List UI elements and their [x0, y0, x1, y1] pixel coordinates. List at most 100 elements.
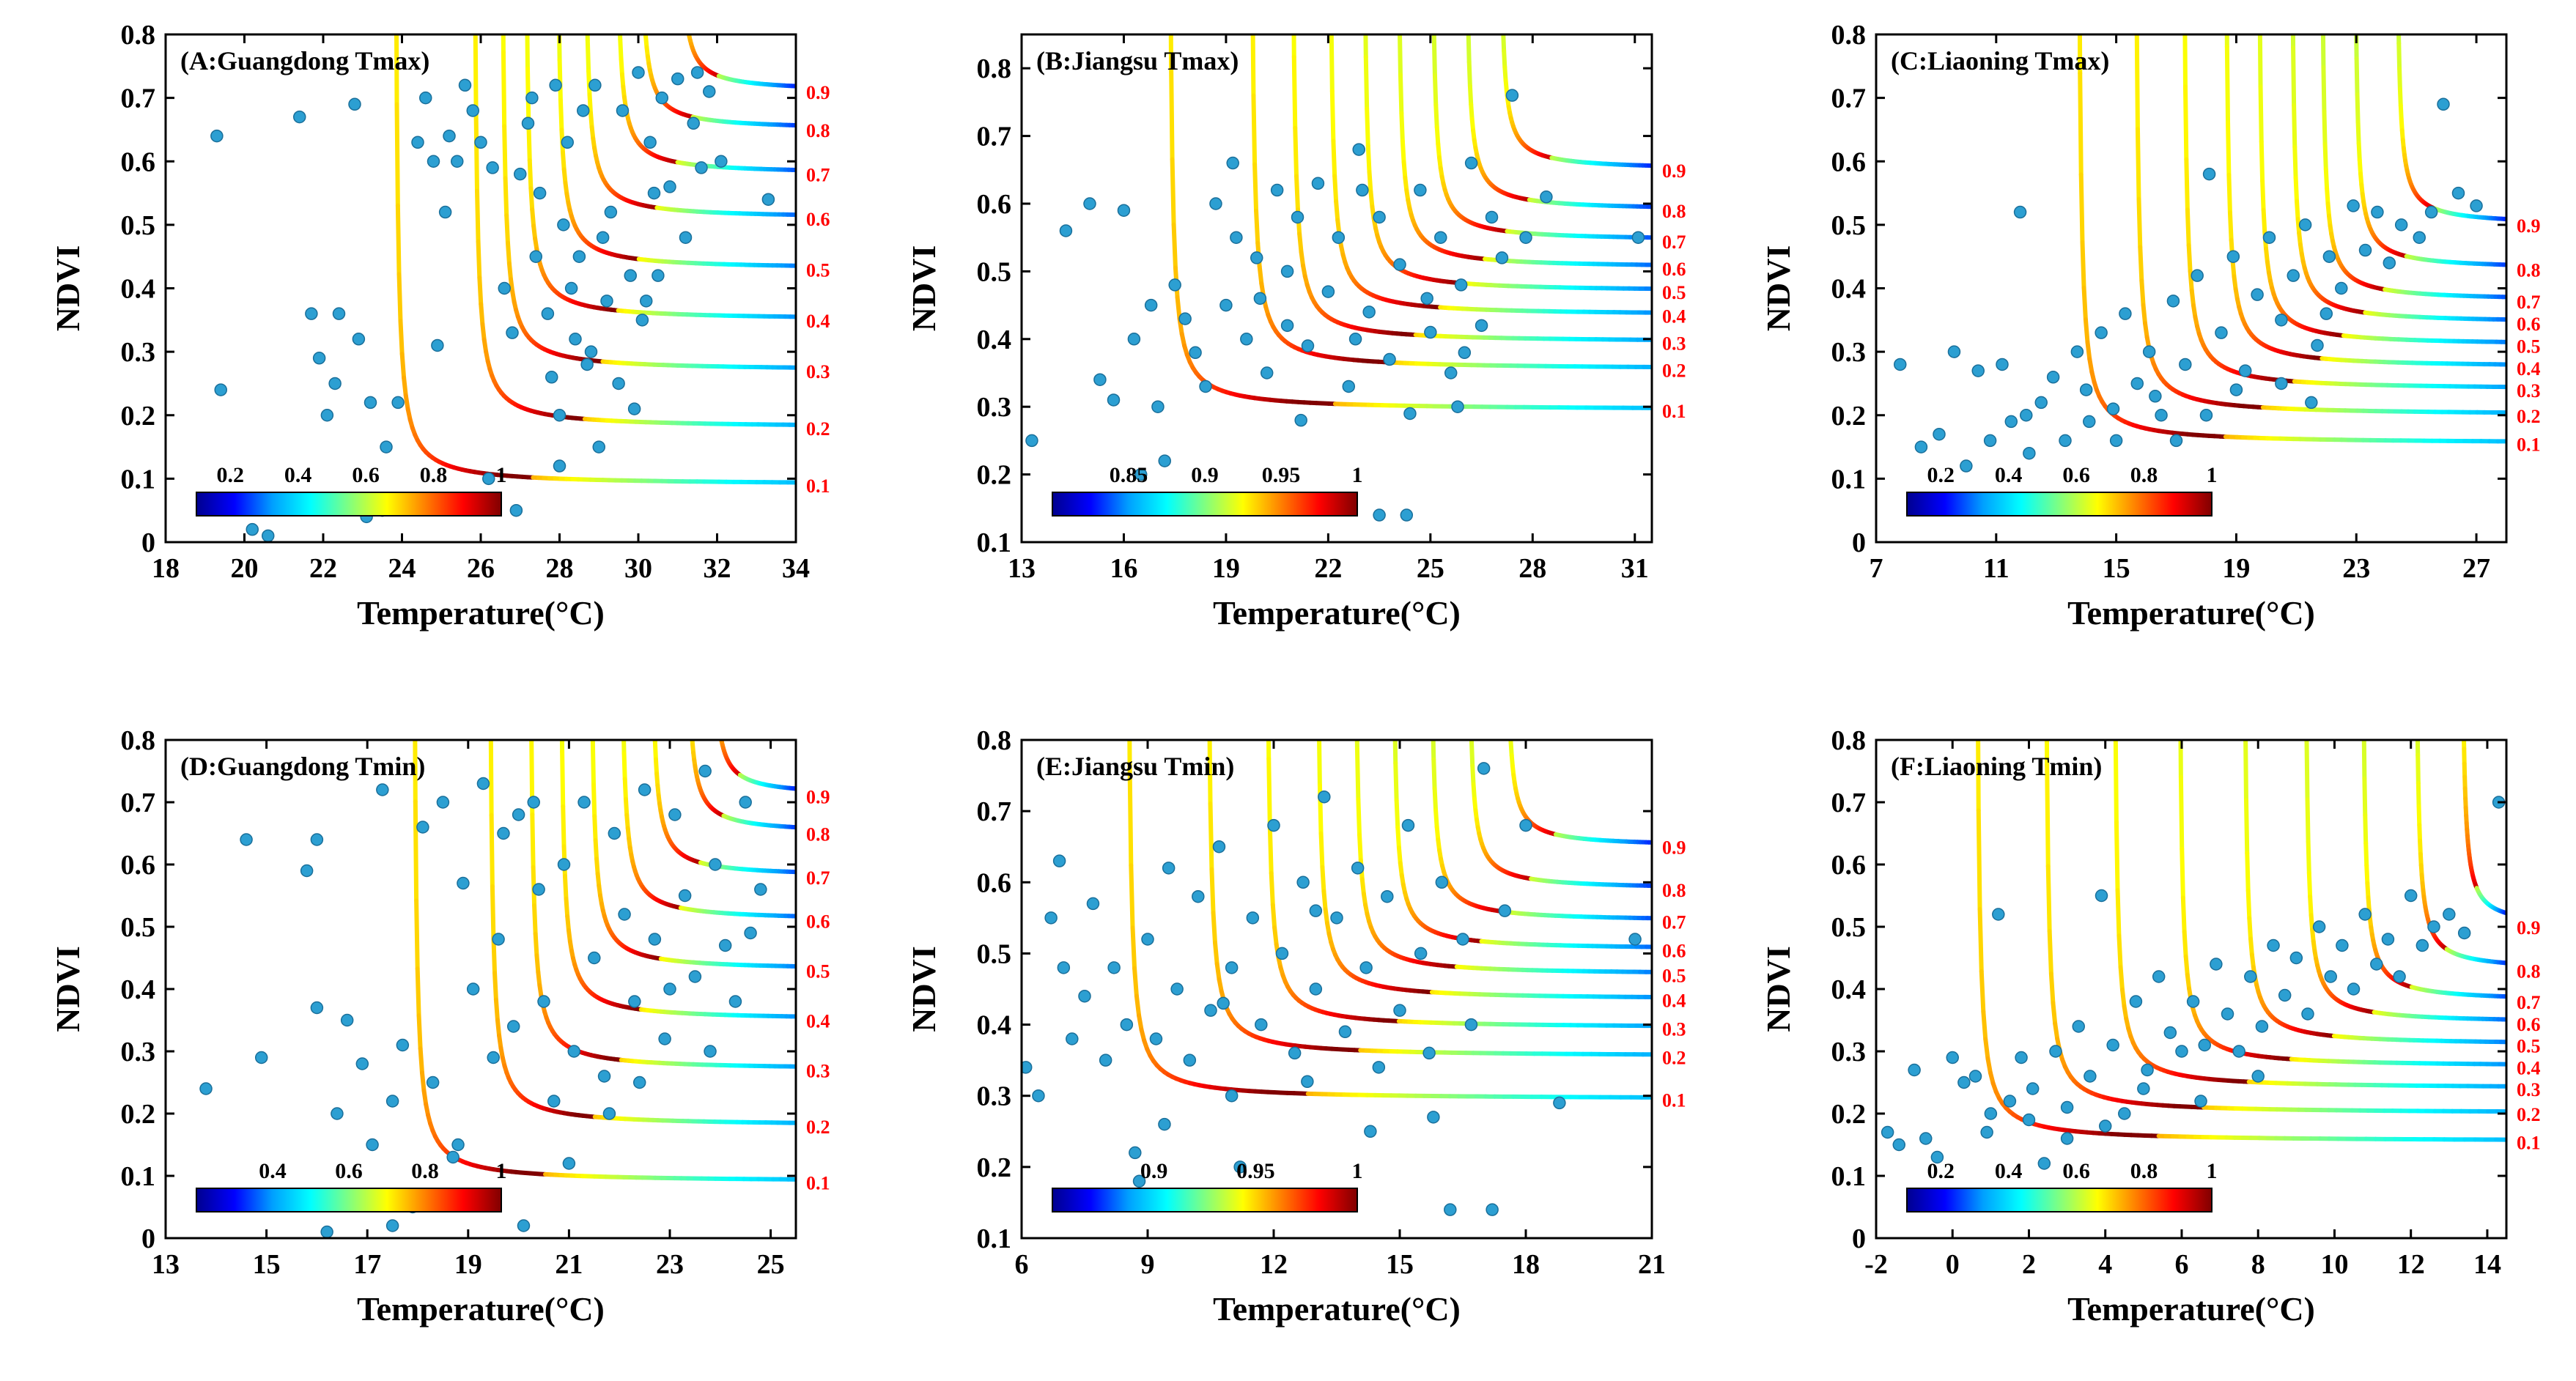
data-point — [1255, 1018, 1268, 1032]
isoline-label-0.9: 0.9 — [1662, 160, 1686, 182]
data-point — [584, 345, 598, 358]
y-tick-label: 0.6 — [977, 189, 1012, 220]
colorbar-tick-label: 0.6 — [352, 463, 380, 487]
y-tick-label: 0.4 — [977, 325, 1012, 355]
data-point — [2142, 345, 2156, 358]
data-point — [2251, 288, 2264, 301]
data-point — [1296, 875, 1310, 889]
isoline-segment — [2180, 846, 2185, 900]
isoline-segment — [2321, 64, 2327, 114]
y-tick-label: 0.5 — [977, 938, 1012, 969]
isoline-segment — [712, 497, 713, 543]
data-point — [2083, 415, 2096, 429]
isoline-segment — [1332, 174, 1339, 204]
data-point — [744, 926, 757, 940]
isoline-segment — [1252, 162, 1259, 213]
isoline-segment — [2189, 288, 2196, 308]
data-point — [1971, 364, 1985, 377]
y-tick-label: 0.7 — [121, 788, 156, 818]
isoline-0.5 — [2243, 740, 2506, 1045]
x-tick-label: 13 — [152, 1249, 180, 1280]
chart-panel-1: 0.9 0.8 0.7 0.6 0.5 0.4 0.3 0.2 0.1 18 20 22 24 26 28 3… — [49, 20, 830, 632]
isoline-segment — [1976, 808, 1982, 912]
colorbar-gradient — [1906, 492, 2213, 517]
data-point — [1099, 1054, 1112, 1067]
isoline-0.4 — [2178, 740, 2506, 1067]
data-point — [2451, 186, 2465, 200]
isoline-segment — [2258, 84, 2264, 144]
isoline-segment — [1321, 889, 1328, 912]
data-point — [569, 333, 582, 346]
data-point — [1311, 177, 1325, 190]
isoline-label-0.9: 0.9 — [1662, 837, 1686, 859]
data-point — [2079, 383, 2093, 396]
isoline-segment — [622, 615, 623, 675]
isoline-segment — [691, 723, 692, 735]
y-tick-label: 0.5 — [121, 912, 156, 943]
isoline-segment — [2044, 740, 2050, 768]
isoline-segment — [2051, 1000, 2058, 1026]
isoline-segment — [560, 149, 567, 172]
data-point — [532, 883, 545, 896]
isoline-segment — [1393, 760, 1399, 803]
isoline-0.5 — [557, 34, 796, 268]
isoline-segment — [2295, 216, 2302, 236]
isoline-segment — [689, 647, 690, 673]
isoline-segment — [421, 1088, 429, 1107]
isoline-segment — [506, 261, 514, 282]
data-point — [1209, 197, 1222, 210]
isoline-segment — [1127, 764, 1134, 868]
data-point — [2437, 97, 2450, 111]
isoline-0.6 — [585, 34, 796, 218]
data-point — [2238, 364, 2252, 377]
data-point — [1141, 933, 1154, 946]
data-point — [1383, 352, 1396, 366]
y-tick-label: 0.8 — [977, 53, 1012, 84]
isoline-segment — [1317, 740, 1322, 788]
isoline-segment — [621, 751, 627, 782]
isoline-segment — [2115, 569, 2116, 718]
data-point — [426, 1075, 440, 1089]
isoline-segment — [2114, 820, 2120, 893]
axes-frame — [1020, 738, 1653, 1240]
isoline-segment — [2119, 987, 2127, 1009]
isoline-segment — [622, 777, 628, 801]
chart-panel-2: 0.90.80.70.60.50.40.30.20.113 16 19 22 25 28 3… — [905, 33, 1686, 632]
data-point — [754, 883, 767, 896]
isoline-segment — [2295, 199, 2300, 221]
isoline-segment — [2418, 838, 2423, 856]
x-axis-label: Temperature(°C) — [2067, 594, 2315, 632]
scatter-points — [1881, 796, 2506, 1170]
data-point — [1356, 183, 1369, 197]
colorbar: 0.2 0.4 0.6 0.8 1 — [196, 463, 507, 517]
isoline-label-0.1: 0.1 — [806, 1173, 830, 1194]
data-point — [340, 1013, 354, 1027]
isoline-segment — [2224, 34, 2229, 49]
isoline-segment — [1977, 907, 1984, 974]
y-tick-label: 0.4 — [121, 974, 156, 1005]
isoline-label-0.4: 0.4 — [806, 311, 830, 332]
isoline-segment — [2291, 45, 2297, 108]
isoline-label-0.1: 0.1 — [1662, 1090, 1686, 1111]
isoline-segment — [1363, 34, 1368, 59]
data-point — [1086, 897, 1100, 911]
isoline-segment — [1320, 864, 1326, 894]
x-tick-label: 12 — [1260, 1249, 1288, 1280]
isoline-segment — [2357, 158, 2363, 177]
isoline-label-0.4: 0.4 — [806, 1011, 830, 1032]
isoline-segment — [2364, 863, 2370, 886]
data-point — [1444, 1203, 1457, 1216]
isoline-label-0.4: 0.4 — [2517, 1057, 2541, 1078]
isoline-label-0.4: 0.4 — [2517, 358, 2541, 380]
data-point — [1189, 346, 1202, 360]
isoline-0.9 — [2462, 740, 2506, 916]
isoline-segment — [557, 34, 562, 63]
data-point — [1230, 231, 1243, 244]
isoline-0.1 — [413, 740, 796, 1182]
x-tick-label: 16 — [1110, 553, 1137, 584]
y-tick-label: 0.7 — [1831, 84, 1867, 114]
colorbar-tick-label: 0.6 — [2062, 463, 2090, 487]
isoline-segment — [1170, 157, 1176, 227]
data-point — [604, 205, 618, 219]
isoline-segment — [690, 709, 691, 723]
